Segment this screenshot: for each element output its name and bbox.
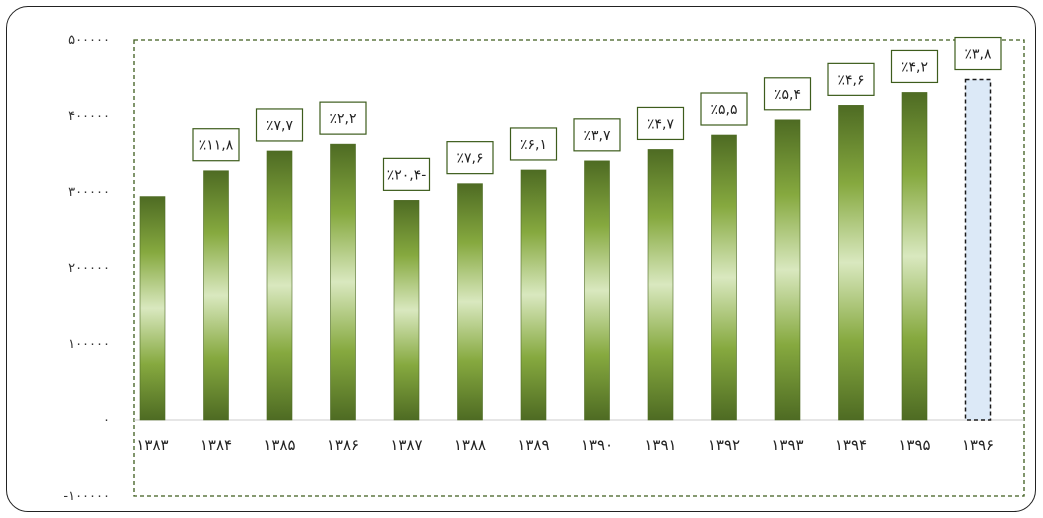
data-label-7: ٪۳,۷: [583, 128, 610, 144]
data-label-8: ٪۴,۷: [647, 116, 674, 132]
x-tick-label-4: ۱۳۸۷: [390, 436, 422, 454]
x-tick-label-5: ۱۳۸۸: [454, 436, 486, 454]
x-tick-label-0: ۱۳۸۳: [136, 436, 168, 454]
data-label-11: ٪۴,۶: [837, 72, 864, 88]
data-label-6: ٪۶,۱: [520, 137, 547, 153]
bar-12: [901, 92, 928, 421]
bar-10: [774, 119, 801, 421]
data-label-box-11: [827, 62, 875, 96]
y-tick-label-1: ۴۰۰۰۰۰: [68, 109, 110, 124]
x-tick-label-7: ۱۳۹۰: [581, 436, 613, 454]
data-label-box-13: [954, 36, 1002, 71]
x-tick-label-13: ۱۳۹۶: [962, 436, 994, 454]
x-tick-label-11: ۱۳۹۴: [835, 436, 867, 454]
y-tick-label-4: ۱۰۰۰۰۰: [68, 337, 110, 352]
y-tick-label-5: ۰: [103, 413, 110, 428]
bar-6: [520, 169, 547, 421]
data-label-12: ٪۴,۲: [901, 59, 928, 75]
bars-group: [139, 78, 992, 421]
x-tick-label-12: ۱۳۹۵: [898, 436, 930, 454]
bar-5: [457, 183, 483, 421]
x-axis-ticks: ۱۳۸۳ ۱۳۸۴ ۱۳۸۵ ۱۳۸۶ ۱۳۸۷ ۱۳۸۸ ۱۳۸۹ ۱۳۹۰ ۱۳۹۱ ۱۳۹۲…: [136, 436, 994, 454]
data-labels: ٪۱۱,۸ ٪۷,۷ ٪۲,۲ ٪۲۰,۴- ٪۷,۶ ٪۶,۱ ٪۳,۷ ٪۴,۷ ٪۵,۵ ٪…: [192, 36, 1002, 191]
data-label-box-3: [319, 101, 367, 135]
y-tick-label-2: ۳۰۰۰۰۰: [68, 185, 110, 200]
data-label-3: ٪۲,۲: [329, 111, 356, 127]
bar-11: [838, 105, 864, 421]
data-label-5: ٪۷,۶: [456, 151, 483, 167]
y-axis-ticks: ۵۰۰۰۰۰ ۴۰۰۰۰۰ ۳۰۰۰۰۰ ۲۰۰۰۰۰ ۱۰۰۰۰۰ ۰ -۱۰۰۰۰۰: [63, 33, 110, 504]
x-tick-label-6: ۱۳۸۹: [517, 436, 549, 454]
data-label-box-9: [700, 92, 748, 126]
x-tick-label-2: ۱۳۸۵: [263, 436, 295, 454]
bar-1: [203, 170, 229, 421]
data-label-box-7: [573, 118, 621, 152]
data-label-box-5: [446, 141, 494, 175]
bar-7: [584, 160, 610, 421]
x-tick-label-8: ۱۳۹۱: [644, 436, 676, 454]
data-label-box-8: [636, 106, 685, 141]
plot-area-border: [133, 39, 1025, 497]
data-label-box-1: [192, 128, 240, 162]
y-tick-label-6: -۱۰۰۰۰۰: [63, 489, 110, 504]
bar-4: [393, 200, 420, 421]
bar-8: [647, 149, 674, 421]
data-label-box-2: [255, 108, 304, 142]
data-label-box-10: [763, 77, 812, 111]
x-tick-label-9: ۱۳۹۲: [708, 436, 740, 454]
bar-9: [711, 134, 737, 421]
data-label-2: ٪۷,۷: [266, 118, 293, 134]
x-tick-label-3: ۱۳۸۶: [327, 436, 359, 454]
bar-2: [266, 150, 293, 421]
data-label-1: ٪۱۱,۸: [199, 138, 234, 154]
y-tick-label-3: ۲۰۰۰۰۰: [68, 261, 110, 276]
bar-3: [330, 143, 356, 421]
data-label-box-6: [509, 127, 558, 161]
x-tick-label-1: ۱۳۸۴: [200, 436, 232, 454]
data-label-9: ٪۵,۵: [710, 102, 737, 118]
data-label-box-4: [382, 157, 431, 191]
y-tick-label-0: ۵۰۰۰۰۰: [68, 33, 110, 48]
data-label-box-12: [890, 49, 939, 84]
bar-0: [139, 196, 166, 421]
x-tick-label-10: ۱۳۹۳: [771, 436, 803, 454]
data-label-13: ٪۳,۸: [964, 47, 991, 63]
data-label-10: ٪۵,۴: [774, 87, 801, 103]
data-label-4: ٪۲۰,۴-: [387, 167, 427, 183]
bar-13: [964, 78, 992, 421]
